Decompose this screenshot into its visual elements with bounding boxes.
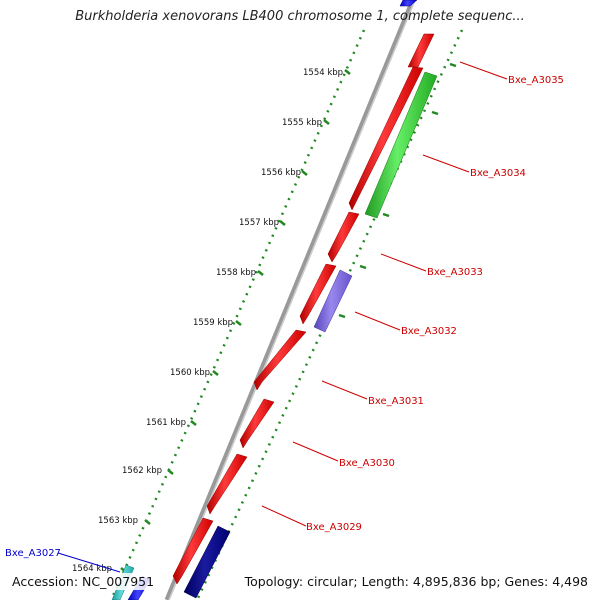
- gene-arrow[interactable]: [239, 398, 275, 449]
- topology-summary: Topology: circular; Length: 4,895,836 bp…: [242, 573, 590, 590]
- gene-label[interactable]: Bxe_A3027: [5, 548, 61, 559]
- kbp-label: 1555 kbp: [282, 118, 322, 128]
- kbp-label: 1564 kbp: [72, 564, 112, 574]
- label-leaders: [261, 61, 508, 527]
- gene-arrow-green[interactable]: [364, 71, 438, 219]
- gene-label[interactable]: Bxe_A3030: [339, 458, 395, 469]
- kbp-label: 1559 kbp: [193, 318, 233, 328]
- gene-arrow-blue-top[interactable]: [399, 0, 418, 7]
- gene-arrow[interactable]: [172, 517, 214, 585]
- gene-label[interactable]: Bxe_A3035: [508, 75, 564, 86]
- gene-label[interactable]: Bxe_A3032: [401, 326, 457, 337]
- kbp-label: 1563 kbp: [98, 516, 138, 526]
- gene-arrow-purple[interactable]: [313, 269, 353, 333]
- gene-arrow[interactable]: [299, 263, 337, 325]
- major-ticks: [120, 69, 351, 573]
- gene-arrow[interactable]: [348, 66, 424, 211]
- backbone-ring: [164, 0, 416, 600]
- gene-arrow[interactable]: [253, 329, 307, 391]
- gene-labels: Bxe_A3035 Bxe_A3034 Bxe_A3033 Bxe_A3032 …: [5, 75, 564, 559]
- kbp-label: 1561 kbp: [146, 418, 186, 428]
- kbp-label: 1554 kbp: [303, 68, 343, 78]
- gene-label[interactable]: Bxe_A3033: [427, 267, 483, 278]
- gene-label[interactable]: Bxe_A3029: [306, 522, 362, 533]
- kbp-label: 1558 kbp: [216, 268, 256, 278]
- gene-label[interactable]: Bxe_A3034: [470, 168, 526, 179]
- gene-arrow-navy[interactable]: [183, 525, 231, 599]
- map-title: Burkholderia xenovorans LB400 chromosome…: [75, 9, 525, 24]
- forward-genes: [172, 33, 435, 585]
- outer-ticks: [338, 62, 457, 319]
- summary-value: Topology: circular; Length: 4,895,836 bp…: [242, 573, 590, 590]
- kbp-label: 1562 kbp: [122, 466, 162, 476]
- kbp-label: 1560 kbp: [170, 368, 210, 378]
- gene-arrow[interactable]: [407, 33, 435, 68]
- gene-arrow[interactable]: [206, 453, 248, 515]
- gene-label[interactable]: Bxe_A3031: [368, 396, 424, 407]
- accession-text: Accession: NC_007951: [10, 573, 157, 590]
- accession-value: Accession: NC_007951: [10, 573, 157, 590]
- label-leader-blue: [57, 552, 121, 573]
- kbp-label: 1556 kbp: [261, 168, 301, 178]
- gene-arrow[interactable]: [327, 211, 360, 263]
- backbone-ring-highlight: [168, 0, 416, 600]
- kbp-label: 1557 kbp: [239, 218, 279, 228]
- kbp-labels: 1554 kbp 1555 kbp 1556 kbp 1557 kbp 1558…: [72, 68, 343, 574]
